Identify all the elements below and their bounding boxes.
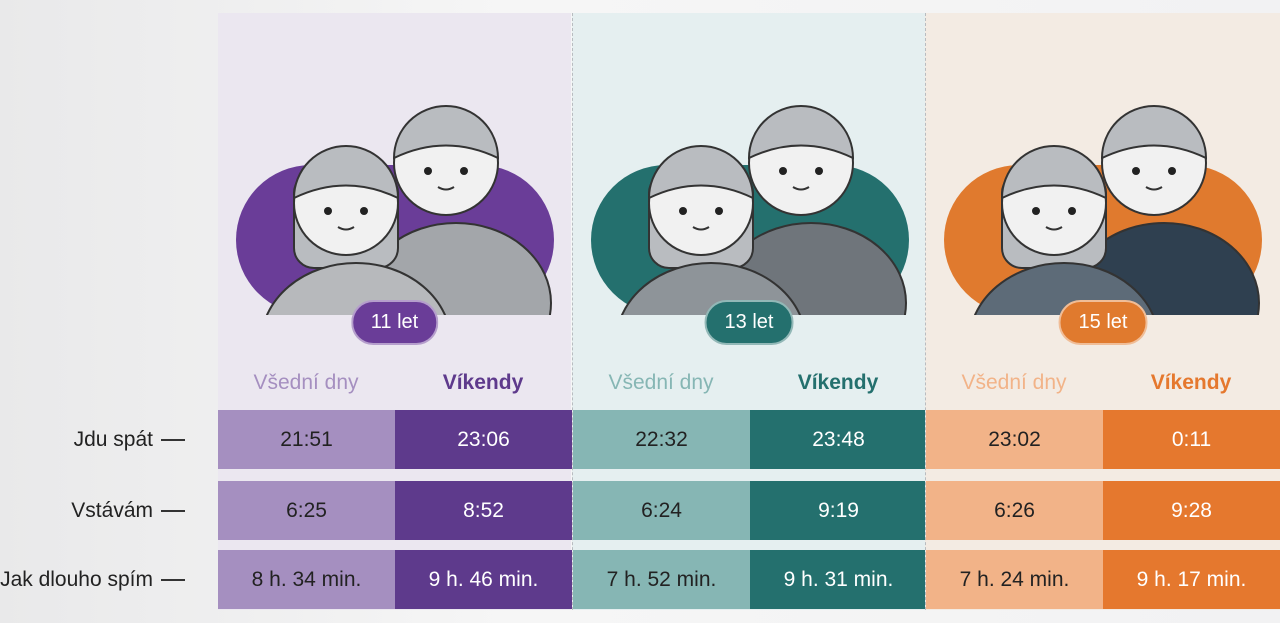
row-label-sleep-duration: Jak dlouho spím: [0, 568, 185, 592]
age-group-panel-13: 13 let Všední dny Víkendy 22:32 23:48 6:…: [572, 13, 927, 610]
age-group-panel-15: 15 let Všední dny Víkendy 23:02 0:11 6:2…: [925, 13, 1280, 610]
weekday-cell: 23:02: [926, 410, 1103, 469]
weekday-cell: 22:32: [573, 410, 750, 469]
row-label-text: Vstávám: [71, 499, 153, 522]
weekday-cell: 7 h. 24 min.: [926, 550, 1103, 609]
weekend-cell: 0:11: [1103, 410, 1280, 469]
weekend-cell: 9 h. 17 min.: [1103, 550, 1280, 609]
child-icon: [360, 105, 552, 315]
connector-line: [161, 439, 185, 441]
weekend-cell: 8:52: [395, 481, 572, 540]
weekend-header: Víkendy: [797, 371, 879, 394]
weekend-header: Víkendy: [442, 371, 524, 394]
age-badge: 15 let: [1058, 300, 1148, 345]
weekday-cell: 21:51: [218, 410, 395, 469]
row-label-text: Jak dlouho spím: [0, 568, 153, 591]
weekday-cell: 6:24: [573, 481, 750, 540]
weekend-cell: 9 h. 31 min.: [750, 550, 927, 609]
child-icon: [973, 145, 1155, 315]
age-badge: 11 let: [350, 300, 439, 345]
age-group-panel-11: 11 let Všední dny Víkendy 21:51 23:06 6:…: [218, 13, 572, 610]
weekday-cell: 8 h. 34 min.: [218, 550, 395, 609]
weekday-header: Všední dny: [253, 371, 359, 394]
weekend-cell: 9:28: [1103, 481, 1280, 540]
weekend-cell: 23:48: [750, 410, 927, 469]
weekend-cell: 9 h. 46 min.: [395, 550, 572, 609]
children-illustration: [236, 105, 554, 315]
weekend-header: Víkendy: [1150, 371, 1232, 394]
weekday-cell: 6:26: [926, 481, 1103, 540]
weekday-cell: 6:25: [218, 481, 395, 540]
row-label-bedtime: Jdu spát: [74, 428, 185, 452]
children-illustration: [591, 105, 909, 315]
weekday-header: Všední dny: [961, 371, 1067, 394]
connector-line: [161, 510, 185, 512]
row-label-wakeup: Vstávám: [71, 499, 185, 523]
weekday-header: Všední dny: [608, 371, 714, 394]
child-icon: [620, 145, 802, 315]
children-illustration: [944, 105, 1262, 315]
row-label-text: Jdu spát: [73, 428, 153, 451]
weekend-cell: 9:19: [750, 481, 927, 540]
weekday-cell: 7 h. 52 min.: [573, 550, 750, 609]
child-icon: [1068, 105, 1260, 315]
connector-line: [161, 579, 185, 581]
weekend-cell: 23:06: [395, 410, 572, 469]
child-icon: [265, 145, 447, 315]
age-badge: 13 let: [704, 300, 794, 345]
